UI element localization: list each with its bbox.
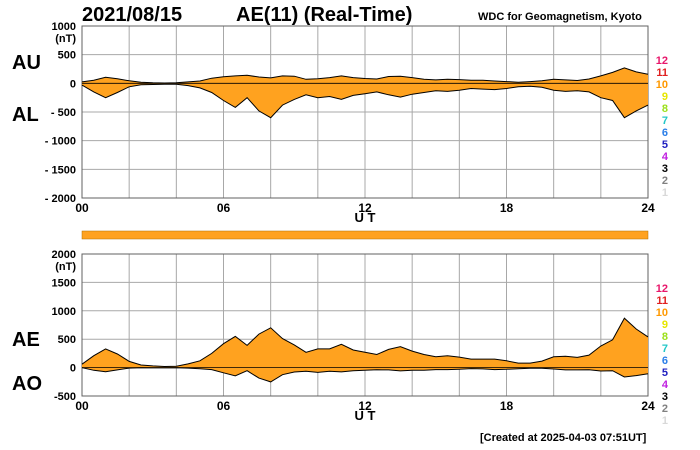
area-fill (82, 318, 648, 382)
x-tick-label: 00 (75, 399, 89, 413)
station-number: 5 (662, 139, 668, 151)
series-line-al (81, 83, 649, 119)
y-tick-label: 0 (70, 363, 76, 375)
x-tick-label: 12 (358, 399, 372, 413)
station-number: 4 (662, 379, 669, 391)
y-tick-label: 500 (58, 334, 76, 346)
y-tick-label: - 1500 (45, 164, 76, 176)
station-number: 8 (662, 103, 668, 115)
x-axis-label: U T (355, 408, 376, 423)
y-tick-label: - 500 (51, 107, 76, 119)
station-number: 12 (656, 283, 668, 295)
station-number: 10 (656, 79, 668, 91)
station-number: 8 (662, 331, 668, 343)
station-number: 3 (662, 163, 668, 175)
y-unit-label: (nT) (55, 261, 76, 273)
station-number: 1 (662, 415, 668, 427)
y-tick-label: -500 (54, 391, 76, 403)
station-number: 4 (662, 151, 669, 163)
station-number: 1 (662, 187, 668, 199)
station-number: 6 (662, 355, 668, 367)
station-number: 6 (662, 127, 668, 139)
y-tick-label: - 1000 (45, 136, 76, 148)
station-number: 11 (656, 67, 668, 79)
station-number: 9 (662, 319, 668, 331)
station-number: 3 (662, 391, 668, 403)
x-tick-label: 06 (217, 201, 231, 215)
x-axis-label: U T (355, 210, 376, 225)
y-tick-label: 2000 (52, 249, 76, 261)
panel2-upper-label: AE (12, 329, 40, 351)
series-line-ae (81, 317, 649, 368)
x-tick-label: 00 (75, 201, 89, 215)
chart-date: 2021/08/15 (82, 4, 183, 26)
x-tick-label: 18 (500, 201, 514, 215)
y-tick-label: - 2000 (45, 193, 76, 205)
organization-label: WDC for Geomagnetism, Kyoto (478, 11, 642, 23)
x-tick-label: 18 (500, 399, 514, 413)
series-line-au (81, 67, 649, 84)
x-tick-label: 12 (358, 201, 372, 215)
station-number: 7 (662, 115, 668, 127)
station-number: 12 (656, 55, 668, 67)
y-tick-label: 1000 (52, 21, 76, 33)
separator-bar (81, 230, 649, 240)
panel2-lower-label: AO (12, 373, 42, 395)
station-number: 2 (662, 403, 668, 415)
area-fill (82, 67, 648, 118)
x-tick-label: 24 (641, 399, 655, 413)
station-number: 2 (662, 175, 668, 187)
station-number: 5 (662, 367, 668, 379)
station-number: 7 (662, 343, 668, 355)
panel1-lower-label: AL (12, 104, 39, 126)
station-number: 11 (656, 295, 668, 307)
x-tick-label: 06 (217, 399, 231, 413)
y-tick-label: 500 (58, 50, 76, 62)
y-unit-label: (nT) (55, 33, 76, 45)
station-number: 9 (662, 91, 668, 103)
station-number: 10 (656, 307, 668, 319)
plot-frame (81, 25, 649, 199)
created-timestamp: [Created at 2025-04-03 07:51UT] (480, 432, 647, 444)
panel1-upper-label: AU (12, 52, 41, 74)
y-tick-label: 1000 (52, 306, 76, 318)
y-tick-label: 0 (70, 78, 76, 90)
chart-title: AE(11) (Real-Time) (236, 4, 413, 26)
y-tick-label: 1500 (52, 277, 76, 289)
x-tick-label: 24 (641, 201, 655, 215)
panel-1: 1000 500 0 - 500 - 1000 - 1500 - 2000 (nT) 00 06 1… (45, 21, 669, 225)
plot-frame (81, 253, 649, 397)
